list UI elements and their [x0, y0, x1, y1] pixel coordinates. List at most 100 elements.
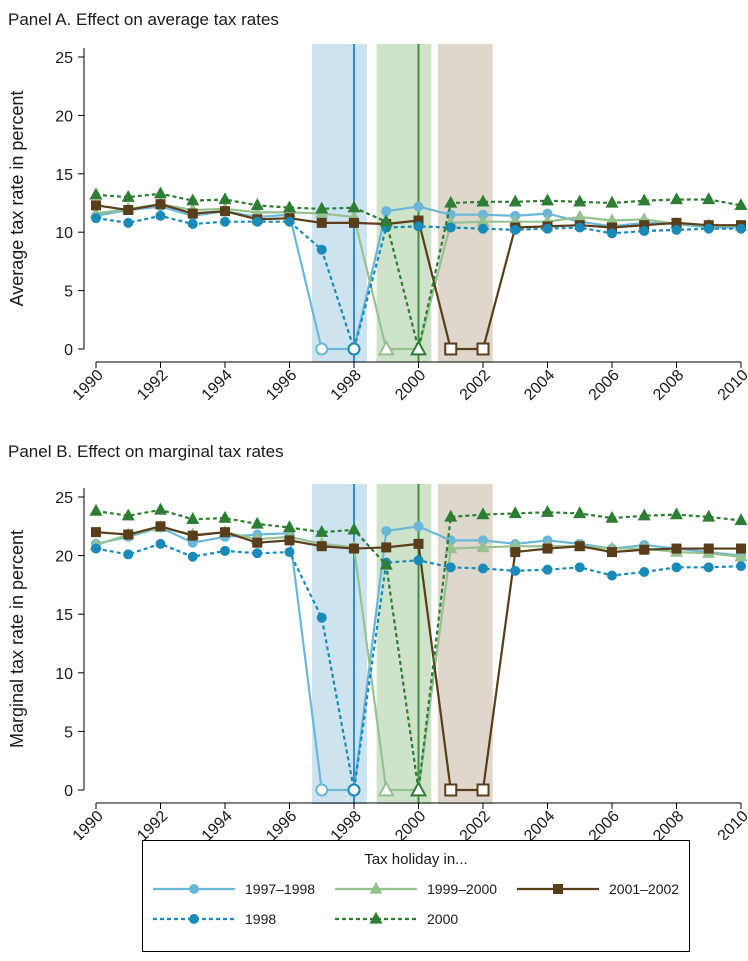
- data-point: [347, 200, 361, 213]
- data-point: [252, 548, 263, 559]
- data-point: [476, 507, 490, 520]
- data-point: [284, 535, 295, 546]
- data-point: [542, 223, 553, 234]
- data-point: [413, 201, 424, 212]
- panel-b-chart: 0 5 10 15 20 25 1990 1992 1994 1996 1998 2000 2002 20…: [7, 484, 748, 840]
- panel-a-title: Panel A. Effect on average tax rates: [8, 10, 279, 29]
- panel-a-chart: 0 5 10 15 20 25 1990 1992 1994 1996 1998 2000 2002 20…: [7, 44, 748, 404]
- data-point: [476, 540, 490, 553]
- y-tick-label: 15: [55, 607, 73, 624]
- x-tick-label: 1998: [328, 367, 365, 404]
- series-line-2000: [95, 192, 742, 351]
- data-point: [155, 521, 166, 532]
- data-point: [409, 339, 428, 356]
- data-point: [377, 339, 395, 356]
- data-point: [284, 216, 295, 227]
- data-point: [573, 506, 587, 519]
- legend-swatch-2000: [335, 912, 417, 924]
- data-point: [89, 503, 103, 516]
- data-point: [91, 527, 101, 538]
- data-point: [187, 208, 198, 219]
- legend-label: 2001–2002: [609, 881, 680, 897]
- data-point: [250, 198, 264, 211]
- data-point: [639, 226, 650, 237]
- y-tick-label: 20: [55, 108, 73, 125]
- data-point: [252, 216, 263, 227]
- legend-label: 1999–2000: [427, 881, 498, 897]
- legend-item-2001-2002: 2001–2002: [515, 881, 679, 897]
- data-point: [476, 783, 490, 797]
- data-point: [153, 502, 168, 515]
- legend-marker: [369, 912, 383, 924]
- data-point: [637, 508, 651, 521]
- data-point: [508, 194, 522, 207]
- data-point: [736, 543, 746, 554]
- data-point: [379, 557, 393, 570]
- legend-marker: [189, 884, 199, 894]
- data-point: [316, 217, 327, 228]
- data-point: [250, 516, 264, 529]
- data-point: [476, 194, 490, 207]
- data-point: [476, 342, 490, 356]
- data-point: [220, 527, 230, 538]
- x-tick-label: 1996: [263, 808, 300, 840]
- legend-item-1999-2000: 1999–2000: [333, 881, 497, 897]
- x-tick-label: 2006: [586, 808, 623, 840]
- data-point: [542, 564, 553, 575]
- data-point: [377, 780, 395, 797]
- data-point: [187, 530, 198, 541]
- y-tick-label: 5: [64, 724, 73, 741]
- x-tick-label: 1994: [199, 808, 236, 840]
- y-tick-label: 0: [64, 783, 73, 800]
- data-point: [282, 520, 297, 533]
- x-tick-label: 2004: [521, 367, 558, 404]
- data-point: [510, 565, 521, 576]
- y-axis-label: Marginal tax rate in percent: [7, 530, 27, 748]
- data-point: [734, 513, 748, 526]
- legend-title: Tax holiday in...: [364, 851, 468, 868]
- x-tick-label: 2000: [392, 367, 429, 404]
- data-point: [478, 223, 488, 234]
- legend-label: 1997–1998: [245, 881, 316, 897]
- legend: Tax holiday in... 1997–1998 1999–2000 20…: [142, 840, 690, 952]
- data-point: [91, 200, 101, 211]
- data-point: [155, 210, 166, 221]
- holiday-band: [376, 44, 432, 362]
- data-point: [703, 543, 714, 554]
- data-point: [316, 244, 327, 255]
- data-point: [284, 547, 295, 558]
- y-tick-label: 15: [55, 167, 73, 184]
- x-tick-label: 2002: [457, 808, 494, 840]
- data-point: [574, 562, 585, 573]
- data-point: [91, 543, 101, 554]
- data-point: [736, 223, 746, 234]
- x-tick-label: 2002: [457, 367, 494, 404]
- data-point: [347, 342, 361, 356]
- y-tick-label: 10: [55, 666, 73, 683]
- x-tick-label: 1990: [70, 808, 107, 840]
- data-point: [381, 206, 392, 217]
- data-point: [347, 783, 361, 797]
- data-point: [607, 547, 617, 558]
- y-tick-label: 5: [64, 284, 73, 301]
- data-point: [574, 222, 585, 233]
- data-point: [381, 542, 392, 553]
- data-point: [444, 783, 458, 797]
- x-tick-label: 2000: [392, 808, 429, 840]
- data-point: [671, 543, 682, 554]
- data-point: [540, 193, 555, 206]
- series-2000: [89, 186, 748, 356]
- data-point: [413, 555, 424, 566]
- x-tick-label: 2010: [715, 808, 748, 840]
- data-point: [315, 201, 329, 214]
- series-2000: [89, 502, 748, 797]
- data-point: [671, 224, 682, 235]
- data-point: [349, 543, 359, 554]
- x-tick-label: 1994: [199, 367, 236, 404]
- legend-swatch-1999-2000: [335, 882, 417, 894]
- data-point: [573, 194, 587, 207]
- data-point: [123, 205, 134, 216]
- legend-label: 1998: [245, 911, 277, 927]
- data-point: [121, 189, 135, 202]
- data-point: [702, 509, 716, 522]
